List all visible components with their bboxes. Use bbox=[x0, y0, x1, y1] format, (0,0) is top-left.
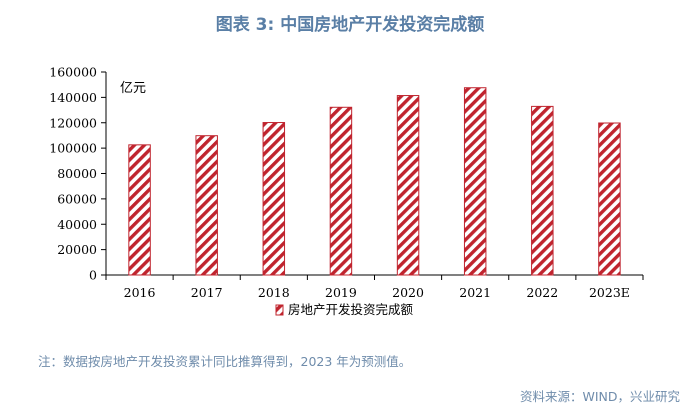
bar bbox=[463, 87, 487, 276]
bar bbox=[396, 95, 420, 276]
y-tick-label: 20000 bbox=[57, 242, 97, 257]
bar bbox=[598, 122, 621, 276]
bar bbox=[531, 105, 554, 276]
y-tick-label: 0 bbox=[89, 268, 97, 283]
footnote: 注：数据按房地产开发投资累计同比推算得到，2023 年为预测值。 bbox=[38, 354, 412, 369]
source-note: 资料来源：WIND，兴业研究 bbox=[519, 389, 680, 404]
legend-label: 房地产开发投资完成额 bbox=[288, 302, 414, 317]
bar-series bbox=[128, 87, 621, 276]
x-tick-label: 2021 bbox=[459, 285, 491, 300]
y-tick-label: 160000 bbox=[49, 65, 97, 80]
y-tick-label: 100000 bbox=[49, 141, 97, 156]
x-tick-label: 2020 bbox=[392, 285, 424, 300]
x-tick-label: 2019 bbox=[325, 285, 357, 300]
x-tick-label: 2023E bbox=[589, 285, 630, 300]
y-tick-label: 80000 bbox=[57, 166, 97, 181]
bar bbox=[128, 144, 151, 276]
y-tick-label: 120000 bbox=[49, 115, 97, 130]
y-axis: 0 20000 40000 60000 80000 100000 120000 140000 1… bbox=[49, 65, 107, 283]
x-tick-label: 2017 bbox=[191, 285, 223, 300]
y-tick-label: 140000 bbox=[49, 90, 97, 105]
bar bbox=[329, 106, 353, 276]
y-tick-label: 40000 bbox=[57, 217, 97, 232]
x-tick-label: 2018 bbox=[258, 285, 290, 300]
x-tick-label: 2016 bbox=[124, 285, 156, 300]
figure-title: 图表 3: 中国房地产开发投资完成额 bbox=[215, 15, 485, 35]
legend: 房地产开发投资完成额 bbox=[275, 302, 414, 317]
x-axis: 2016 2017 2018 2019 2020 2021 2022 2023E bbox=[105, 274, 644, 300]
bar bbox=[262, 122, 286, 276]
bar bbox=[195, 135, 218, 276]
y-tick-label: 60000 bbox=[57, 191, 97, 206]
x-tick-label: 2022 bbox=[526, 285, 558, 300]
unit-label: 亿元 bbox=[120, 81, 146, 96]
legend-swatch bbox=[275, 304, 284, 316]
